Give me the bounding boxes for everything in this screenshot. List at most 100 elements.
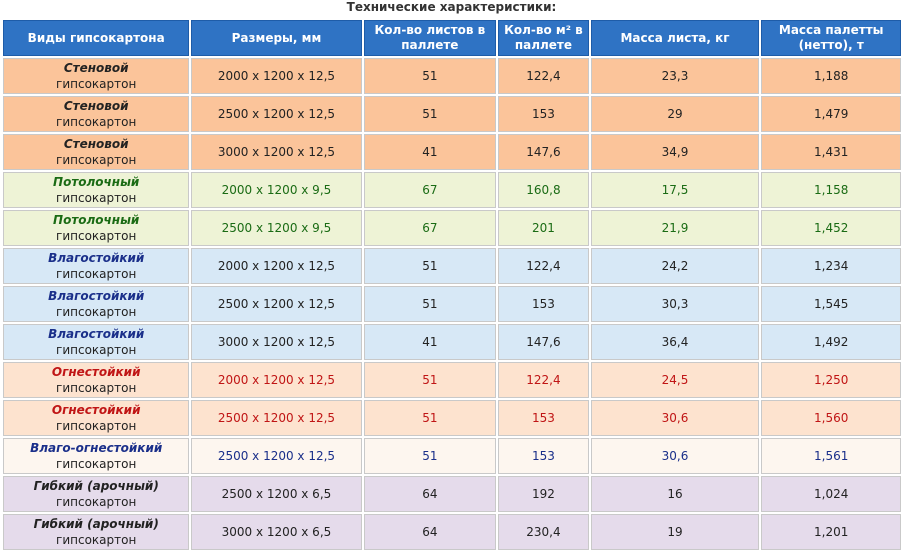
cell-m2: 122,4 <box>498 362 589 398</box>
table-row: Стеновой гипсокартон 2500 х 1200 х 12,5 5… <box>3 96 901 132</box>
cell-pallet: 1,560 <box>761 400 901 436</box>
cell-sheets: 51 <box>363 286 497 322</box>
header-pallet-mass: Масса палетты (нетто), т <box>761 20 901 56</box>
table-row: Влагостойкий гипсокартон 3000 х 1200 х 12… <box>3 324 901 360</box>
type-kind: Влагостойкий <box>48 251 145 265</box>
cell-m2: 201 <box>498 210 589 246</box>
cell-type: Огнестойкий гипсокартон <box>3 362 190 398</box>
cell-pallet: 1,234 <box>761 248 901 284</box>
table-row: Влагостойкий гипсокартон 2500 х 1200 х 12… <box>3 286 901 322</box>
cell-pallet: 1,431 <box>761 134 901 170</box>
cell-sheets: 41 <box>363 134 497 170</box>
type-sub: гипсокартон <box>56 343 137 357</box>
cell-m2: 153 <box>498 400 589 436</box>
type-kind: Влаго-огнестойкий <box>30 441 163 455</box>
cell-pallet: 1,479 <box>761 96 901 132</box>
table-row: Огнестойкий гипсокартон 2500 х 1200 х 12,… <box>3 400 901 436</box>
cell-size: 2500 х 1200 х 12,5 <box>191 438 362 474</box>
table-row: Потолочный гипсокартон 2500 х 1200 х 9,5 … <box>3 210 901 246</box>
cell-mass: 30,6 <box>590 400 760 436</box>
cell-sheets: 51 <box>363 58 497 94</box>
cell-size: 3000 х 1200 х 6,5 <box>191 514 362 550</box>
type-kind: Стеновой <box>63 99 129 113</box>
table-header-row: Виды гипсокартона Размеры, мм Кол-во лис… <box>3 20 901 56</box>
cell-mass: 21,9 <box>590 210 760 246</box>
cell-pallet: 1,188 <box>761 58 901 94</box>
cell-m2: 122,4 <box>498 58 589 94</box>
cell-type: Стеновой гипсокартон <box>3 134 190 170</box>
cell-m2: 153 <box>498 286 589 322</box>
cell-sheets: 64 <box>363 476 497 512</box>
type-sub: гипсокартон <box>56 305 137 319</box>
type-sub: гипсокартон <box>56 115 137 129</box>
cell-type: Влаго-огнестойкий гипсокартон <box>3 438 190 474</box>
table-row: Влаго-огнестойкий гипсокартон 2500 х 1200… <box>3 438 901 474</box>
type-sub: гипсокартон <box>56 381 137 395</box>
cell-type: Стеновой гипсокартон <box>3 58 190 94</box>
specs-table: Виды гипсокартона Размеры, мм Кол-во лис… <box>1 18 903 552</box>
cell-mass: 19 <box>590 514 760 550</box>
cell-type: Гибкий (арочный) гипсокартон <box>3 476 190 512</box>
type-kind: Огнестойкий <box>51 403 141 417</box>
cell-mass: 23,3 <box>590 58 760 94</box>
cell-mass: 30,3 <box>590 286 760 322</box>
type-kind: Влагостойкий <box>48 289 145 303</box>
cell-size: 2000 х 1200 х 12,5 <box>191 248 362 284</box>
cell-size: 2500 х 1200 х 9,5 <box>191 210 362 246</box>
cell-pallet: 1,201 <box>761 514 901 550</box>
cell-size: 2000 х 1200 х 12,5 <box>191 362 362 398</box>
cell-pallet: 1,492 <box>761 324 901 360</box>
cell-mass: 36,4 <box>590 324 760 360</box>
cell-sheets: 51 <box>363 248 497 284</box>
cell-sheets: 64 <box>363 514 497 550</box>
cell-pallet: 1,024 <box>761 476 901 512</box>
table-row: Гибкий (арочный) гипсокартон 3000 х 1200 … <box>3 514 901 550</box>
cell-m2: 230,4 <box>498 514 589 550</box>
table-row: Огнестойкий гипсокартон 2000 х 1200 х 12,… <box>3 362 901 398</box>
cell-type: Гибкий (арочный) гипсокартон <box>3 514 190 550</box>
cell-size: 2000 х 1200 х 12,5 <box>191 58 362 94</box>
type-sub: гипсокартон <box>56 267 137 281</box>
cell-m2: 153 <box>498 438 589 474</box>
header-type: Виды гипсокартона <box>3 20 190 56</box>
cell-mass: 29 <box>590 96 760 132</box>
type-sub: гипсокартон <box>56 77 137 91</box>
cell-m2: 147,6 <box>498 324 589 360</box>
cell-size: 3000 х 1200 х 12,5 <box>191 324 362 360</box>
cell-size: 2500 х 1200 х 12,5 <box>191 96 362 132</box>
cell-sheets: 51 <box>363 96 497 132</box>
cell-sheets: 67 <box>363 210 497 246</box>
type-sub: гипсокартон <box>56 457 137 471</box>
type-sub: гипсокартон <box>56 533 137 547</box>
cell-size: 2000 х 1200 х 9,5 <box>191 172 362 208</box>
page-title: Технические характеристики: <box>346 0 557 14</box>
cell-size: 2500 х 1200 х 12,5 <box>191 400 362 436</box>
table-row: Потолочный гипсокартон 2000 х 1200 х 9,5 … <box>3 172 901 208</box>
cell-mass: 24,5 <box>590 362 760 398</box>
cell-mass: 34,9 <box>590 134 760 170</box>
cell-sheets: 67 <box>363 172 497 208</box>
cell-mass: 17,5 <box>590 172 760 208</box>
cell-size: 2500 х 1200 х 6,5 <box>191 476 362 512</box>
type-kind: Гибкий (арочный) <box>33 517 159 531</box>
cell-size: 3000 х 1200 х 12,5 <box>191 134 362 170</box>
cell-mass: 30,6 <box>590 438 760 474</box>
cell-m2: 192 <box>498 476 589 512</box>
cell-pallet: 1,561 <box>761 438 901 474</box>
header-sheet-mass: Масса листа, кг <box>590 20 760 56</box>
cell-sheets: 41 <box>363 324 497 360</box>
type-sub: гипсокартон <box>56 229 137 243</box>
cell-type: Влагостойкий гипсокартон <box>3 324 190 360</box>
type-kind: Стеновой <box>63 61 129 75</box>
table-row: Стеновой гипсокартон 2000 х 1200 х 12,5 5… <box>3 58 901 94</box>
header-sheets: Кол-во листов в паллете <box>363 20 497 56</box>
header-size: Размеры, мм <box>191 20 362 56</box>
table-row: Влагостойкий гипсокартон 2000 х 1200 х 12… <box>3 248 901 284</box>
cell-pallet: 1,158 <box>761 172 901 208</box>
cell-type: Огнестойкий гипсокартон <box>3 400 190 436</box>
cell-m2: 147,6 <box>498 134 589 170</box>
type-kind: Влагостойкий <box>48 327 145 341</box>
cell-m2: 160,8 <box>498 172 589 208</box>
cell-pallet: 1,545 <box>761 286 901 322</box>
type-kind: Потолочный <box>53 175 140 189</box>
